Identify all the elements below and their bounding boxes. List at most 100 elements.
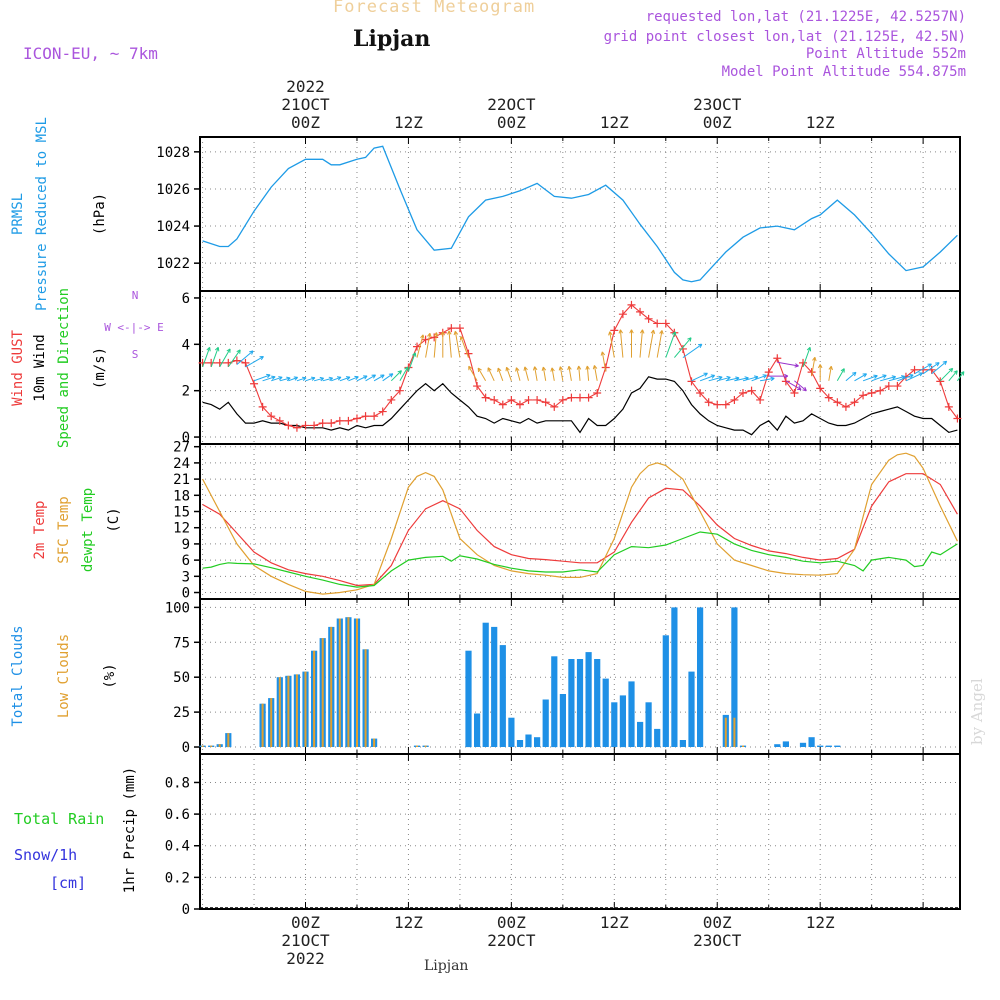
wind-direction-arrow [558, 366, 564, 381]
y-tick-label: 0.6 [165, 807, 190, 823]
low-clouds-bar [330, 626, 333, 747]
wind-unit: (m/s) [92, 347, 108, 389]
y-tick-label: 4 [182, 337, 190, 353]
wind-direction-arrow [585, 365, 590, 381]
y-tick-label: 24 [173, 456, 190, 472]
y-tick-label: 21 [173, 472, 190, 488]
wind-direction-arrow [931, 360, 948, 375]
gust-marker [644, 314, 653, 323]
gust-marker [781, 377, 790, 386]
wind-direction-arrow [871, 374, 887, 382]
wind-direction-arrow [708, 375, 723, 382]
bottom-time-label: 23OCT [693, 931, 742, 950]
temp2m-label: 2m Temp [32, 500, 48, 559]
gust-marker [876, 386, 885, 395]
total-clouds-bar [774, 744, 781, 747]
gust-marker [232, 356, 241, 365]
y-tick-label: 0.2 [165, 870, 190, 886]
top-time-label: 12Z [600, 113, 629, 132]
gust-marker [696, 389, 705, 397]
y-tick-label: 0 [182, 586, 190, 602]
gust-marker [275, 416, 284, 425]
low-clouds-bar [287, 675, 290, 747]
wind-direction-arrow [811, 356, 817, 377]
requested-coords: requested lon,lat (21.1225E, 42.5257N) [645, 9, 966, 25]
wind-direction-arrow [699, 374, 716, 382]
gust-marker [567, 393, 576, 402]
bottom-time-label: 2022 [286, 949, 325, 968]
wind-direction-arrow [305, 376, 316, 382]
model-label: ICON-EU, ~ 7km [23, 44, 158, 63]
low-clouds-bar [270, 698, 273, 747]
gust-marker [816, 384, 825, 393]
wind-direction-arrow [382, 373, 394, 382]
gust-marker [550, 402, 559, 411]
y-tick-label: 25 [173, 705, 190, 721]
gust-marker [361, 412, 370, 421]
panel-frame [199, 753, 961, 910]
total-clouds-bar [534, 737, 541, 747]
rain-legend: Total Rain [14, 810, 104, 828]
wind-direction-arrow [682, 343, 703, 359]
total-clouds-bar [637, 721, 644, 747]
total-clouds-bar [516, 740, 524, 747]
wind-direction-arrow [717, 375, 731, 382]
wind-direction-arrow [440, 331, 446, 358]
gust-marker [250, 379, 259, 388]
low-clouds-bar [210, 745, 213, 747]
total-clouds-bar [825, 745, 832, 747]
gust-marker [344, 416, 353, 425]
total-clouds-bar [834, 745, 841, 747]
temp-unit: (C) [106, 507, 122, 532]
wind-direction-arrow [567, 365, 572, 381]
gust-line [202, 304, 958, 429]
bottom-time-label: 12Z [600, 913, 629, 932]
gust-marker [936, 377, 945, 386]
gust-marker [850, 398, 859, 407]
low-clouds-label: Low Clouds [56, 634, 72, 718]
gust-marker [687, 377, 696, 386]
panel-frame [199, 443, 961, 600]
gust-marker [533, 395, 542, 404]
wind-direction-arrow [777, 361, 799, 368]
y-tick-label: 0.4 [165, 839, 190, 855]
wind-direction-arrow [236, 350, 254, 365]
point-altitude: Point Altitude 552m [805, 46, 966, 62]
wind-direction-arrow [836, 368, 845, 382]
wind-direction-arrow [608, 331, 615, 358]
gust-marker [258, 402, 267, 411]
total-clouds-label: Total Clouds [10, 625, 26, 726]
total-clouds-bar [508, 717, 515, 747]
wind-direction-arrow [505, 366, 512, 381]
low-clouds-bar [424, 745, 427, 747]
bottom-time-label: 12Z [806, 913, 835, 932]
gust-marker [764, 368, 773, 377]
prmsl-label: PRMSL [10, 193, 26, 235]
wind-direction-arrow [845, 371, 857, 382]
compass-south: S [132, 348, 139, 361]
pressure-unit: (hPa) [92, 193, 108, 235]
wind-direction-arrow [331, 376, 342, 382]
panel-precip: 0 0.2 0.4 0.6 0.8 [165, 753, 961, 918]
wind-direction-arrow [202, 346, 211, 368]
gust-marker [395, 386, 404, 395]
gust-marker [610, 326, 619, 335]
total-clouds-bar [585, 652, 592, 748]
gust-marker [859, 391, 868, 400]
y-tick-label: 3 [182, 569, 190, 585]
gust-marker [576, 393, 584, 402]
compass-west-east: W <-|-> E [104, 321, 164, 334]
gust-marker [824, 393, 833, 402]
sfc-temp-line [202, 452, 958, 595]
gust-marker [558, 395, 567, 404]
wind-direction-arrow [348, 375, 359, 382]
low-clouds-bar [742, 745, 744, 747]
low-clouds-bar [201, 745, 204, 747]
low-clouds-bar [724, 717, 727, 747]
low-clouds-bar [278, 677, 281, 747]
gust-marker [267, 412, 276, 421]
wind-direction-arrow [618, 329, 624, 358]
total-clouds-bar [679, 740, 686, 747]
total-clouds-bar [662, 635, 669, 747]
